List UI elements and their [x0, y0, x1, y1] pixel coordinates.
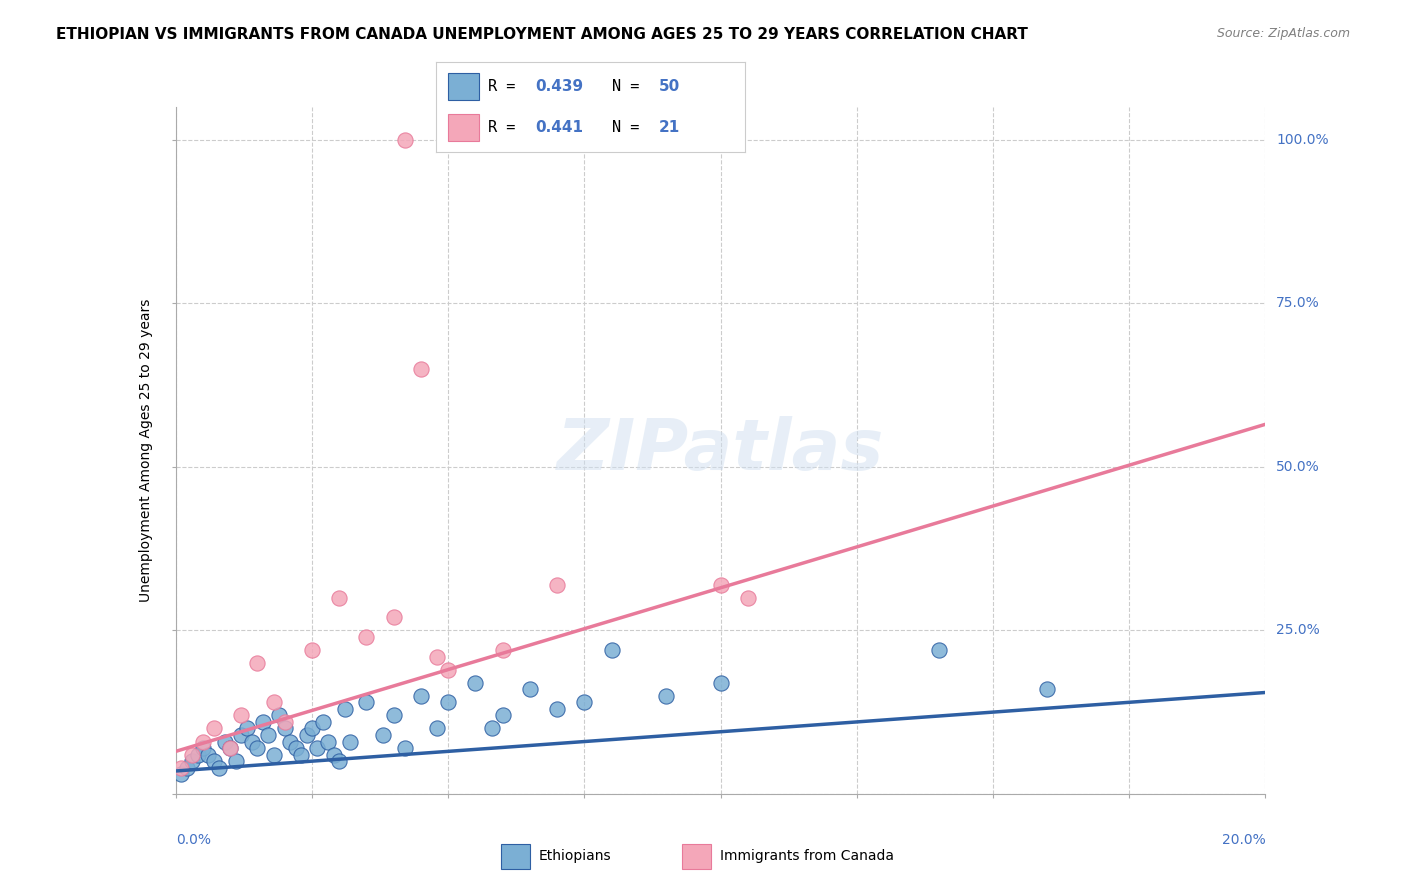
Point: [339, 734, 361, 748]
Point: [257, 728, 280, 742]
Point: [312, 714, 335, 729]
Bar: [501, 844, 530, 869]
Point: [231, 708, 253, 723]
Point: [426, 722, 449, 736]
Text: 0.441: 0.441: [534, 120, 583, 135]
Point: [219, 741, 242, 756]
Point: [246, 741, 269, 756]
Point: [426, 649, 449, 664]
Point: [290, 747, 312, 762]
Point: [301, 643, 323, 657]
Text: 20.0%: 20.0%: [1222, 833, 1265, 847]
Point: [382, 708, 405, 723]
Point: [371, 728, 394, 742]
Point: [737, 591, 759, 605]
Point: [246, 656, 269, 670]
Point: [191, 734, 214, 748]
Point: [307, 741, 329, 756]
Point: [202, 754, 225, 768]
Point: [225, 754, 247, 768]
Point: [481, 722, 503, 736]
Text: 75.0%: 75.0%: [1277, 296, 1320, 310]
Point: [197, 747, 219, 762]
Text: 0.439: 0.439: [534, 79, 583, 94]
Point: [328, 591, 350, 605]
Text: Source: ZipAtlas.com: Source: ZipAtlas.com: [1216, 27, 1350, 40]
Point: [252, 714, 274, 729]
Point: [464, 675, 486, 690]
Point: [231, 728, 253, 742]
Point: [356, 630, 378, 644]
Text: ETHIOPIAN VS IMMIGRANTS FROM CANADA UNEMPLOYMENT AMONG AGES 25 TO 29 YEARS CORRE: ETHIOPIAN VS IMMIGRANTS FROM CANADA UNEM…: [56, 27, 1028, 42]
Point: [655, 689, 678, 703]
Bar: [449, 114, 479, 141]
Text: R =: R =: [488, 79, 524, 94]
Text: 100.0%: 100.0%: [1277, 133, 1329, 147]
Point: [263, 747, 285, 762]
Point: [437, 695, 460, 709]
Point: [600, 643, 623, 657]
Point: [181, 747, 204, 762]
Point: [318, 734, 340, 748]
Text: 50.0%: 50.0%: [1277, 459, 1320, 474]
Point: [219, 741, 242, 756]
Point: [181, 754, 204, 768]
Point: [295, 728, 318, 742]
Point: [928, 643, 950, 657]
Point: [409, 689, 432, 703]
Text: 21: 21: [658, 120, 681, 135]
Point: [186, 747, 209, 762]
Point: [278, 734, 301, 748]
Point: [574, 695, 596, 709]
Text: 0.0%: 0.0%: [176, 833, 211, 847]
Y-axis label: Unemployment Among Ages 25 to 29 years: Unemployment Among Ages 25 to 29 years: [139, 299, 153, 602]
Text: Ethiopians: Ethiopians: [538, 849, 612, 863]
Text: 25.0%: 25.0%: [1277, 624, 1320, 638]
Point: [301, 722, 323, 736]
Point: [382, 610, 405, 624]
Point: [333, 702, 356, 716]
Point: [710, 577, 733, 591]
Text: N =: N =: [612, 79, 648, 94]
Point: [394, 741, 416, 756]
Point: [176, 761, 198, 775]
Point: [546, 577, 568, 591]
Point: [710, 675, 733, 690]
Point: [284, 741, 307, 756]
Point: [519, 682, 541, 697]
Point: [208, 761, 231, 775]
Point: [202, 722, 225, 736]
Text: 50: 50: [658, 79, 681, 94]
Point: [492, 643, 515, 657]
Point: [328, 754, 350, 768]
Text: N =: N =: [612, 120, 648, 135]
Point: [394, 133, 416, 147]
Point: [191, 741, 214, 756]
Point: [170, 767, 193, 781]
Point: [546, 702, 568, 716]
Point: [269, 708, 291, 723]
Point: [322, 747, 344, 762]
Point: [240, 734, 263, 748]
Point: [437, 663, 460, 677]
Point: [274, 722, 297, 736]
Point: [263, 695, 285, 709]
Point: [170, 761, 193, 775]
Text: Immigrants from Canada: Immigrants from Canada: [720, 849, 894, 863]
Point: [1036, 682, 1059, 697]
Text: R =: R =: [488, 120, 524, 135]
Point: [356, 695, 378, 709]
Text: ZIPatlas: ZIPatlas: [557, 416, 884, 485]
Bar: [682, 844, 711, 869]
Point: [274, 714, 297, 729]
Point: [214, 734, 236, 748]
Point: [492, 708, 515, 723]
Bar: [449, 73, 479, 100]
Point: [409, 361, 432, 376]
Point: [235, 722, 257, 736]
